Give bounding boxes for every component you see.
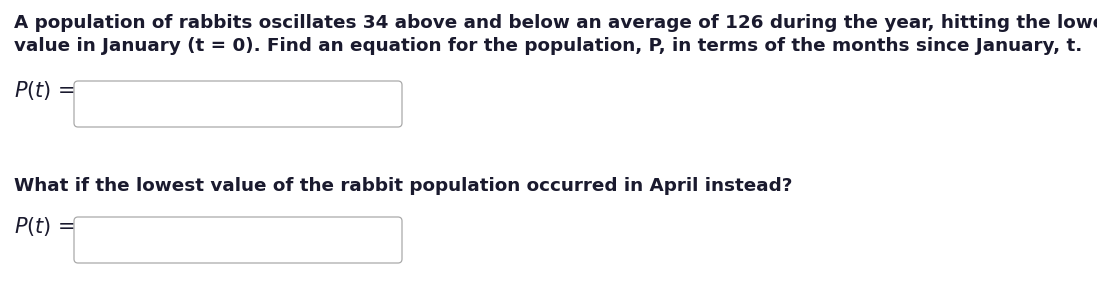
Text: $P(t)$ =: $P(t)$ = [14,79,75,102]
FancyBboxPatch shape [73,81,402,127]
Text: A population of rabbits oscillates 34 above and below an average of 126 during t: A population of rabbits oscillates 34 ab… [14,14,1097,32]
Text: $P(t)$ =: $P(t)$ = [14,215,75,238]
Text: value in January (t = 0). Find an equation for the population, P, in terms of th: value in January (t = 0). Find an equati… [14,37,1083,55]
Text: What if the lowest value of the rabbit population occurred in April instead?: What if the lowest value of the rabbit p… [14,177,792,195]
FancyBboxPatch shape [73,217,402,263]
